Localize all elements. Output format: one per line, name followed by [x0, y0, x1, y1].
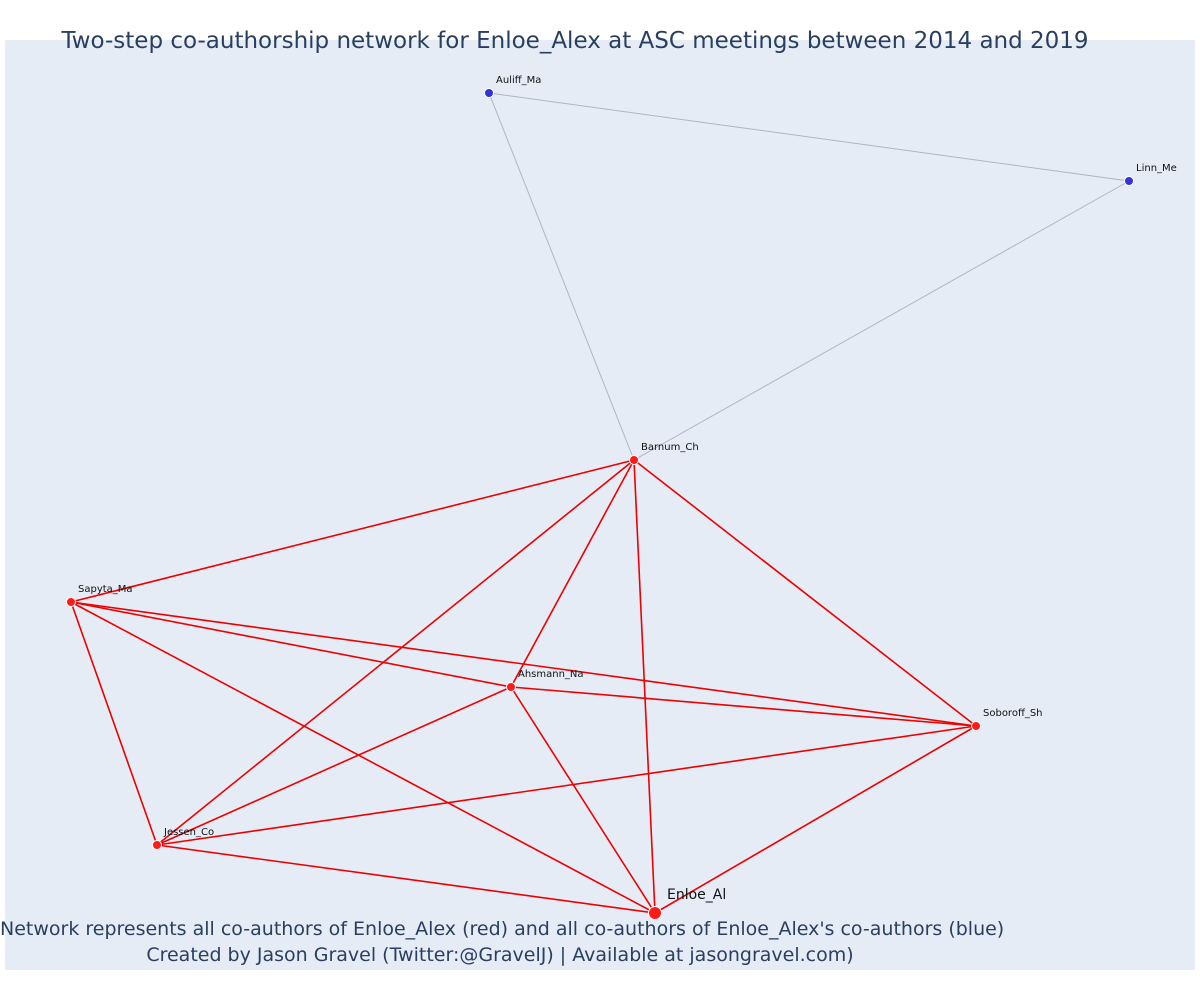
node-label-Auliff_Ma: Auliff_Ma — [496, 75, 541, 86]
node-Barnum_Ch[interactable] — [629, 455, 639, 465]
plot-background — [5, 40, 1195, 970]
edges-layer — [70, 92, 1130, 914]
edge-Barnum_Ch-Jessen_Co — [156, 459, 635, 846]
edge-Sapyta_Ma-Enloe_Al — [70, 601, 656, 914]
node-Jessen_Co[interactable] — [152, 840, 162, 850]
labels-layer: Enloe_Al Barnum_Ch Sapyta_Ma Ahsmann_Na Sobo… — [78, 75, 1177, 903]
caption-line-2: Created by Jason Gravel (Twitter:@Gravel… — [146, 944, 854, 966]
edge-Jessen_Co-Enloe_Al — [156, 844, 656, 914]
node-Sapyta_Ma[interactable] — [66, 597, 76, 607]
node-Soboroff_Sh[interactable] — [971, 721, 981, 731]
edge-Auliff_Ma-Linn_Me — [488, 92, 1130, 182]
edge-Barnum_Ch-Enloe_Al — [633, 459, 656, 914]
edge-Barnum_Ch-Ahsmann_Na — [510, 459, 635, 688]
edge-Auliff_Ma-Barnum_Ch — [488, 92, 635, 461]
caption-line-1: Network represents all co-authors of Enl… — [0, 918, 1005, 940]
edge-Sapyta_Ma-Ahsmann_Na — [70, 601, 512, 688]
edge-Sapyta_Ma-Soboroff_Sh — [70, 601, 977, 727]
nodes-layer — [66, 88, 1134, 920]
node-label-Linn_Me: Linn_Me — [1136, 163, 1177, 174]
node-Auliff_Ma[interactable] — [484, 88, 494, 98]
node-label-Soboroff_Sh: Soboroff_Sh — [983, 708, 1043, 719]
node-label-Barnum_Ch: Barnum_Ch — [641, 442, 699, 453]
chart-title: Two-step co-authorship network for Enloe… — [61, 28, 1089, 54]
edge-Barnum_Ch-Sapyta_Ma — [70, 459, 635, 603]
edge-Barnum_Ch-Soboroff_Sh — [633, 459, 977, 727]
node-Ahsmann_Na[interactable] — [506, 682, 516, 692]
edge-Sapyta_Ma-Jessen_Co — [70, 601, 158, 846]
edge-Ahsmann_Na-Soboroff_Sh — [510, 686, 977, 727]
node-label-Jessen_Co: Jessen_Co — [163, 827, 214, 838]
edge-Soboroff_Sh-Enloe_Al — [654, 725, 977, 914]
edge-Ahsmann_Na-Jessen_Co — [156, 686, 512, 846]
edge-Soboroff_Sh-Jessen_Co — [156, 725, 977, 846]
edge-Ahsmann_Na-Enloe_Al — [510, 686, 656, 914]
node-Linn_Me[interactable] — [1124, 176, 1134, 186]
node-Enloe_Al[interactable] — [648, 906, 662, 920]
node-label-Sapyta_Ma: Sapyta_Ma — [78, 584, 133, 595]
node-label-Ahsmann_Na: Ahsmann_Na — [518, 669, 584, 680]
node-label-Enloe_Al: Enloe_Al — [667, 887, 726, 903]
edge-Linn_Me-Barnum_Ch — [633, 180, 1130, 461]
